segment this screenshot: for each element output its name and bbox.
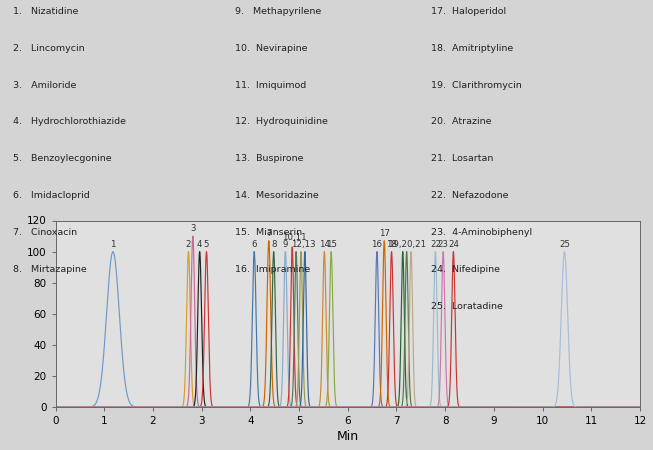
Text: 3: 3 (190, 224, 196, 233)
Text: 11.  Imiquimod: 11. Imiquimod (235, 81, 306, 90)
Text: 17: 17 (379, 229, 390, 238)
Text: 9: 9 (283, 239, 288, 248)
Text: 6.   Imidacloprid: 6. Imidacloprid (13, 191, 90, 200)
Text: 5: 5 (204, 239, 209, 248)
X-axis label: Min: Min (337, 431, 358, 443)
Text: 5.   Benzoylecgonine: 5. Benzoylecgonine (13, 154, 112, 163)
Text: 4: 4 (197, 239, 202, 248)
Text: 12.  Hydroquinidine: 12. Hydroquinidine (235, 117, 328, 126)
Text: 23: 23 (438, 239, 449, 248)
Text: 16: 16 (372, 239, 383, 248)
Text: 10.  Nevirapine: 10. Nevirapine (235, 44, 308, 53)
Text: 2: 2 (185, 239, 191, 248)
Text: 8.   Mirtazapine: 8. Mirtazapine (13, 265, 87, 274)
Text: 1: 1 (110, 239, 116, 248)
Text: 7: 7 (266, 229, 272, 238)
Text: 12,13: 12,13 (291, 239, 315, 248)
Text: 2.   Lincomycin: 2. Lincomycin (13, 44, 85, 53)
Text: 9.   Methapyrilene: 9. Methapyrilene (235, 7, 321, 16)
Text: 21.  Losartan: 21. Losartan (431, 154, 494, 163)
Text: 19,20,21: 19,20,21 (388, 239, 426, 248)
Text: 1.   Nizatidine: 1. Nizatidine (13, 7, 78, 16)
Text: 24.  Nifedipine: 24. Nifedipine (431, 265, 500, 274)
Text: 13.  Buspirone: 13. Buspirone (235, 154, 304, 163)
Text: 6: 6 (251, 239, 257, 248)
Text: 14: 14 (319, 239, 330, 248)
Text: 3.   Amiloride: 3. Amiloride (13, 81, 76, 90)
Text: 8: 8 (271, 239, 276, 248)
Text: 20.  Atrazine: 20. Atrazine (431, 117, 492, 126)
Text: 25: 25 (559, 239, 570, 248)
Text: 23.  4-Aminobiphenyl: 23. 4-Aminobiphenyl (431, 228, 532, 237)
Text: 18.  Amitriptyline: 18. Amitriptyline (431, 44, 513, 53)
Text: 18: 18 (386, 239, 397, 248)
Text: 25.  Loratadine: 25. Loratadine (431, 302, 503, 311)
Text: 4.   Hydrochlorothiazide: 4. Hydrochlorothiazide (13, 117, 126, 126)
Text: 10,11: 10,11 (282, 233, 306, 242)
Text: 24: 24 (448, 239, 459, 248)
Text: 19.  Clarithromycin: 19. Clarithromycin (431, 81, 522, 90)
Text: 7.   Cinoxacin: 7. Cinoxacin (13, 228, 77, 237)
Text: 15: 15 (326, 239, 337, 248)
Text: 15.  Mianserin: 15. Mianserin (235, 228, 302, 237)
Text: 22: 22 (430, 239, 441, 248)
Text: 16.  Imipramine: 16. Imipramine (235, 265, 310, 274)
Text: 17.  Haloperidol: 17. Haloperidol (431, 7, 506, 16)
Text: 14.  Mesoridazine: 14. Mesoridazine (235, 191, 319, 200)
Text: 22.  Nefazodone: 22. Nefazodone (431, 191, 509, 200)
